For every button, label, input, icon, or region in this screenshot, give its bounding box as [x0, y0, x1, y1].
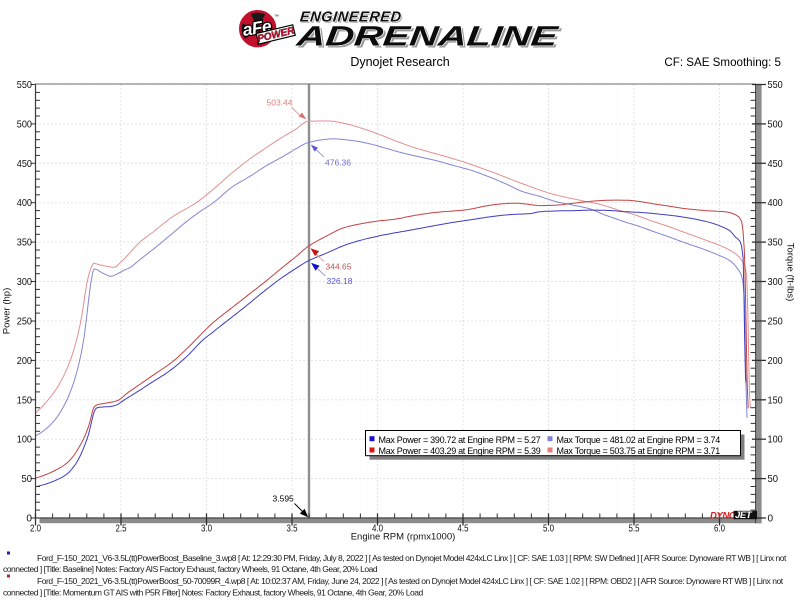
- svg-text:150: 150: [17, 395, 32, 406]
- svg-text:450: 450: [17, 159, 32, 170]
- svg-text:50: 50: [22, 474, 33, 485]
- svg-text:300: 300: [17, 277, 32, 288]
- svg-text:503.44: 503.44: [267, 98, 293, 108]
- svg-text:Engine RPM (rpmx1000): Engine RPM (rpmx1000): [351, 532, 456, 543]
- svg-text:ADRENALINE: ADRENALINE: [294, 21, 560, 52]
- svg-text:2.5: 2.5: [116, 524, 127, 535]
- svg-text:50: 50: [768, 474, 779, 485]
- svg-text:150: 150: [768, 395, 783, 406]
- svg-text:350: 350: [17, 238, 32, 249]
- svg-text:ENGINEERED: ENGINEERED: [300, 11, 403, 27]
- svg-text:Max Power = 390.72 at Engine R: Max Power = 390.72 at Engine RPM = 5.27: [379, 435, 541, 445]
- svg-text:4.5: 4.5: [458, 524, 469, 535]
- svg-text:0: 0: [768, 514, 774, 525]
- svg-text:0: 0: [26, 514, 32, 525]
- svg-text:Power (hp): Power (hp): [2, 288, 13, 334]
- svg-text:550: 550: [768, 80, 783, 91]
- svg-text:Dynojet Research: Dynojet Research: [350, 55, 449, 69]
- svg-text:344.65: 344.65: [326, 262, 352, 272]
- svg-text:connected ] [Title: Baseline]: connected ] [Title: Baseline] Notes: Fac…: [3, 564, 378, 574]
- svg-text:5.5: 5.5: [629, 524, 640, 535]
- svg-text:500: 500: [17, 119, 32, 130]
- svg-text:3.595: 3.595: [273, 494, 295, 504]
- svg-text:250: 250: [17, 317, 32, 328]
- svg-text:100: 100: [768, 435, 783, 446]
- svg-text:Max Torque = 481.02 at Engine: Max Torque = 481.02 at Engine RPM = 3.74: [557, 435, 721, 445]
- svg-text:Max Torque = 503.75 at Engine: Max Torque = 503.75 at Engine RPM = 3.71: [557, 446, 721, 456]
- svg-text:Ford_F-150_2021_V6-3.5L(tt)Pow: Ford_F-150_2021_V6-3.5L(tt)PowerBoost_Ba…: [37, 553, 787, 563]
- svg-text:550: 550: [17, 80, 32, 91]
- svg-text:400: 400: [17, 198, 32, 209]
- svg-text:3.5: 3.5: [287, 524, 298, 535]
- svg-text:200: 200: [17, 356, 32, 367]
- svg-text:ENGINEERED: ENGINEERED: [299, 10, 402, 26]
- svg-text:Ford_F-150_2021_V6-3.5L(tt)Pow: Ford_F-150_2021_V6-3.5L(tt)PowerBoost_50…: [37, 576, 784, 586]
- svg-text:300: 300: [768, 277, 783, 288]
- svg-text:™: ™: [274, 14, 279, 20]
- svg-text:476.36: 476.36: [325, 158, 351, 168]
- svg-text:6.0: 6.0: [714, 524, 725, 535]
- svg-text:JET: JET: [735, 510, 753, 521]
- svg-text:Max Power = 403.29 at Engine R: Max Power = 403.29 at Engine RPM = 5.39: [379, 446, 541, 456]
- svg-text:450: 450: [768, 159, 783, 170]
- svg-text:2.0: 2.0: [30, 524, 41, 535]
- svg-text:Torque (ft-lbs): Torque (ft-lbs): [785, 243, 796, 302]
- svg-text:4.0: 4.0: [372, 524, 383, 535]
- svg-text:500: 500: [768, 119, 783, 130]
- svg-text:5.0: 5.0: [543, 524, 554, 535]
- svg-text:326.18: 326.18: [327, 276, 353, 286]
- svg-text:400: 400: [768, 198, 783, 209]
- svg-text:350: 350: [768, 238, 783, 249]
- svg-text:250: 250: [768, 317, 783, 328]
- svg-text:3.0: 3.0: [201, 524, 212, 535]
- svg-text:connected ] [Title: Momentum G: connected ] [Title: Momentum GT AIS with…: [3, 588, 424, 598]
- svg-text:CF: SAE Smoothing: 5: CF: SAE Smoothing: 5: [664, 56, 781, 69]
- svg-text:200: 200: [768, 356, 783, 367]
- svg-text:DYNO: DYNO: [710, 510, 737, 521]
- svg-text:ADRENALINE: ADRENALINE: [297, 23, 563, 54]
- svg-text:100: 100: [17, 435, 32, 446]
